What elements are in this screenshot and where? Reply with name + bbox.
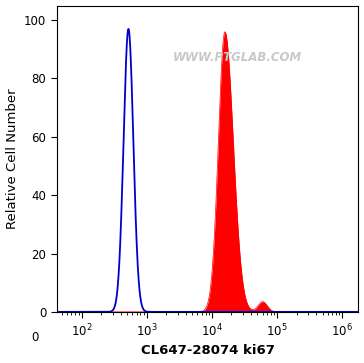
Text: 0: 0 xyxy=(31,331,39,344)
Y-axis label: Relative Cell Number: Relative Cell Number xyxy=(5,89,19,229)
X-axis label: CL647-28074 ki67: CL647-28074 ki67 xyxy=(141,344,274,358)
Text: WWW.PTGLAB.COM: WWW.PTGLAB.COM xyxy=(173,51,302,64)
